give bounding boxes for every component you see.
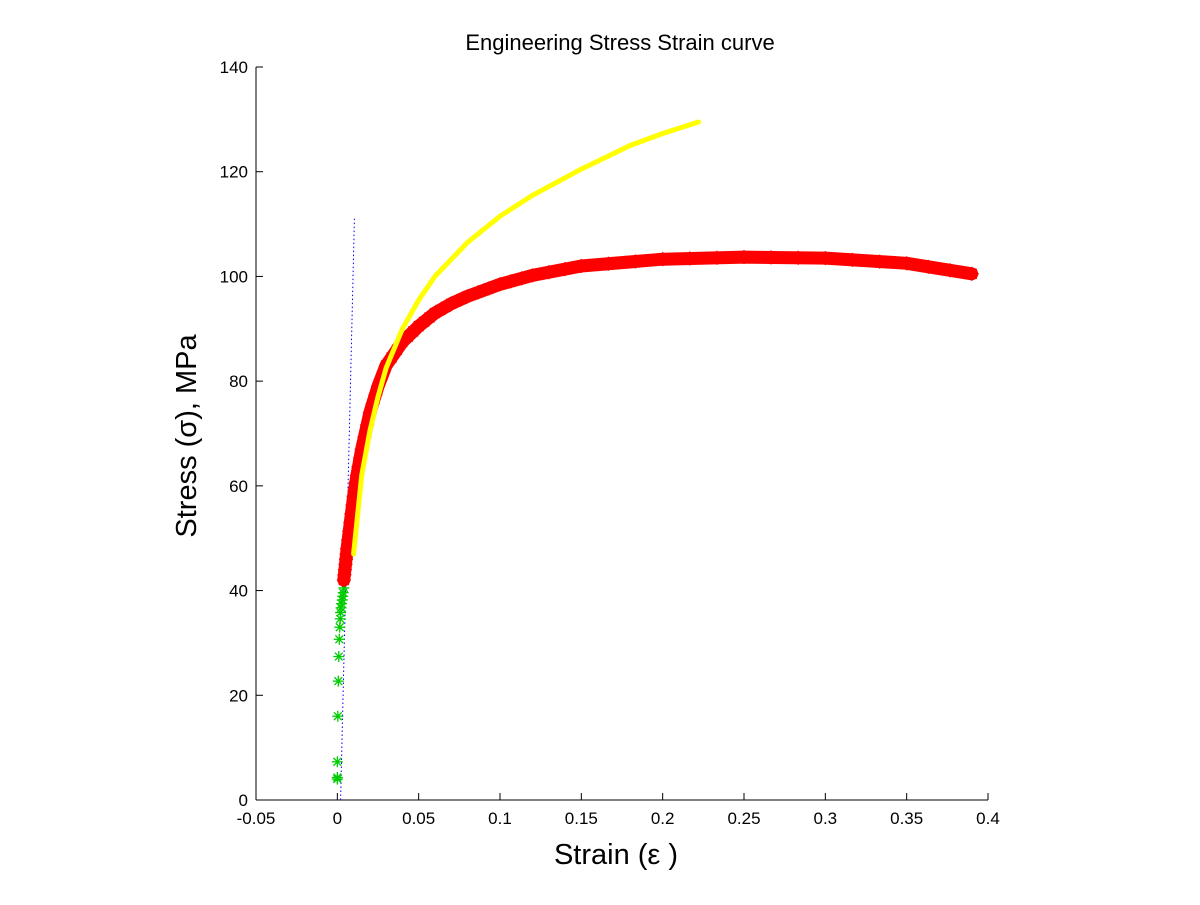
green-star-marker [331, 756, 343, 768]
y-tick-label: 0 [239, 791, 248, 810]
y-tick-label: 40 [229, 582, 248, 601]
red-star-marker [525, 268, 540, 283]
chart-title: Engineering Stress Strain curve [465, 30, 774, 55]
series-red-curve [337, 250, 979, 587]
red-star-marker [493, 277, 507, 292]
x-axis-title: Strain (ε ) [554, 839, 678, 871]
red-star-marker [558, 262, 573, 277]
series-yellow-curve [351, 119, 701, 557]
red-star-marker [764, 250, 779, 265]
red-star-marker [899, 256, 914, 271]
red-star-marker [400, 329, 415, 344]
green-star-marker [332, 710, 344, 722]
red-star-marker [503, 274, 518, 289]
axes: -0.05 0 0.05 0.1 0.15 0.2 0.25 0.3 0.35 0.4020406… [220, 58, 1000, 828]
y-tick-label: 120 [220, 163, 248, 182]
red-star-marker [471, 285, 486, 300]
red-star-marker [791, 250, 806, 265]
green-star-marker [333, 651, 345, 663]
x-tick-label: -0.05 [237, 809, 276, 828]
red-star-marker [514, 271, 529, 286]
series-dotted-line [340, 218, 355, 801]
y-tick-label: 60 [229, 477, 248, 496]
y-tick-label: 100 [220, 267, 248, 286]
red-star-marker [655, 252, 670, 267]
red-star-marker [444, 296, 459, 311]
x-tick-label: 0.15 [565, 809, 598, 828]
x-tick-label: 0.3 [814, 809, 838, 828]
red-star-marker [845, 252, 860, 267]
red-star-marker [460, 289, 475, 304]
red-star-marker [601, 256, 616, 271]
y-tick-label: 140 [220, 58, 248, 77]
green-star-marker [332, 675, 344, 687]
red-star-marker [574, 258, 589, 273]
y-axis-title: Stress (σ), MPa [171, 334, 203, 538]
red-star-marker [541, 265, 556, 280]
y-tick-label: 20 [229, 686, 248, 705]
red-star-marker [682, 251, 697, 266]
red-star-marker [943, 263, 958, 278]
x-tick-label: 0.1 [488, 809, 512, 828]
red-star-marker [964, 266, 979, 281]
x-tick-label: 0 [333, 809, 342, 828]
x-tick-label: 0.35 [890, 809, 923, 828]
x-tick-label: 0.4 [976, 809, 1000, 828]
series-layer [331, 119, 979, 801]
red-star-marker [482, 281, 497, 296]
x-tick-label: 0.2 [651, 809, 675, 828]
red-star-marker [818, 251, 833, 266]
green-star-marker [333, 633, 345, 645]
red-star-marker [455, 291, 470, 306]
red-star-marker [709, 250, 724, 265]
red-star-marker [872, 254, 887, 269]
x-tick-label: 0.05 [402, 809, 435, 828]
red-star-marker [921, 259, 936, 274]
red-star-marker [449, 294, 464, 309]
red-star-marker [417, 314, 432, 329]
red-star-marker [737, 250, 751, 265]
red-star-marker [628, 254, 643, 269]
x-tick-label: 0.25 [727, 809, 760, 828]
green-star-marker [331, 771, 343, 783]
red-star-marker [422, 310, 437, 325]
y-tick-label: 80 [229, 372, 248, 391]
